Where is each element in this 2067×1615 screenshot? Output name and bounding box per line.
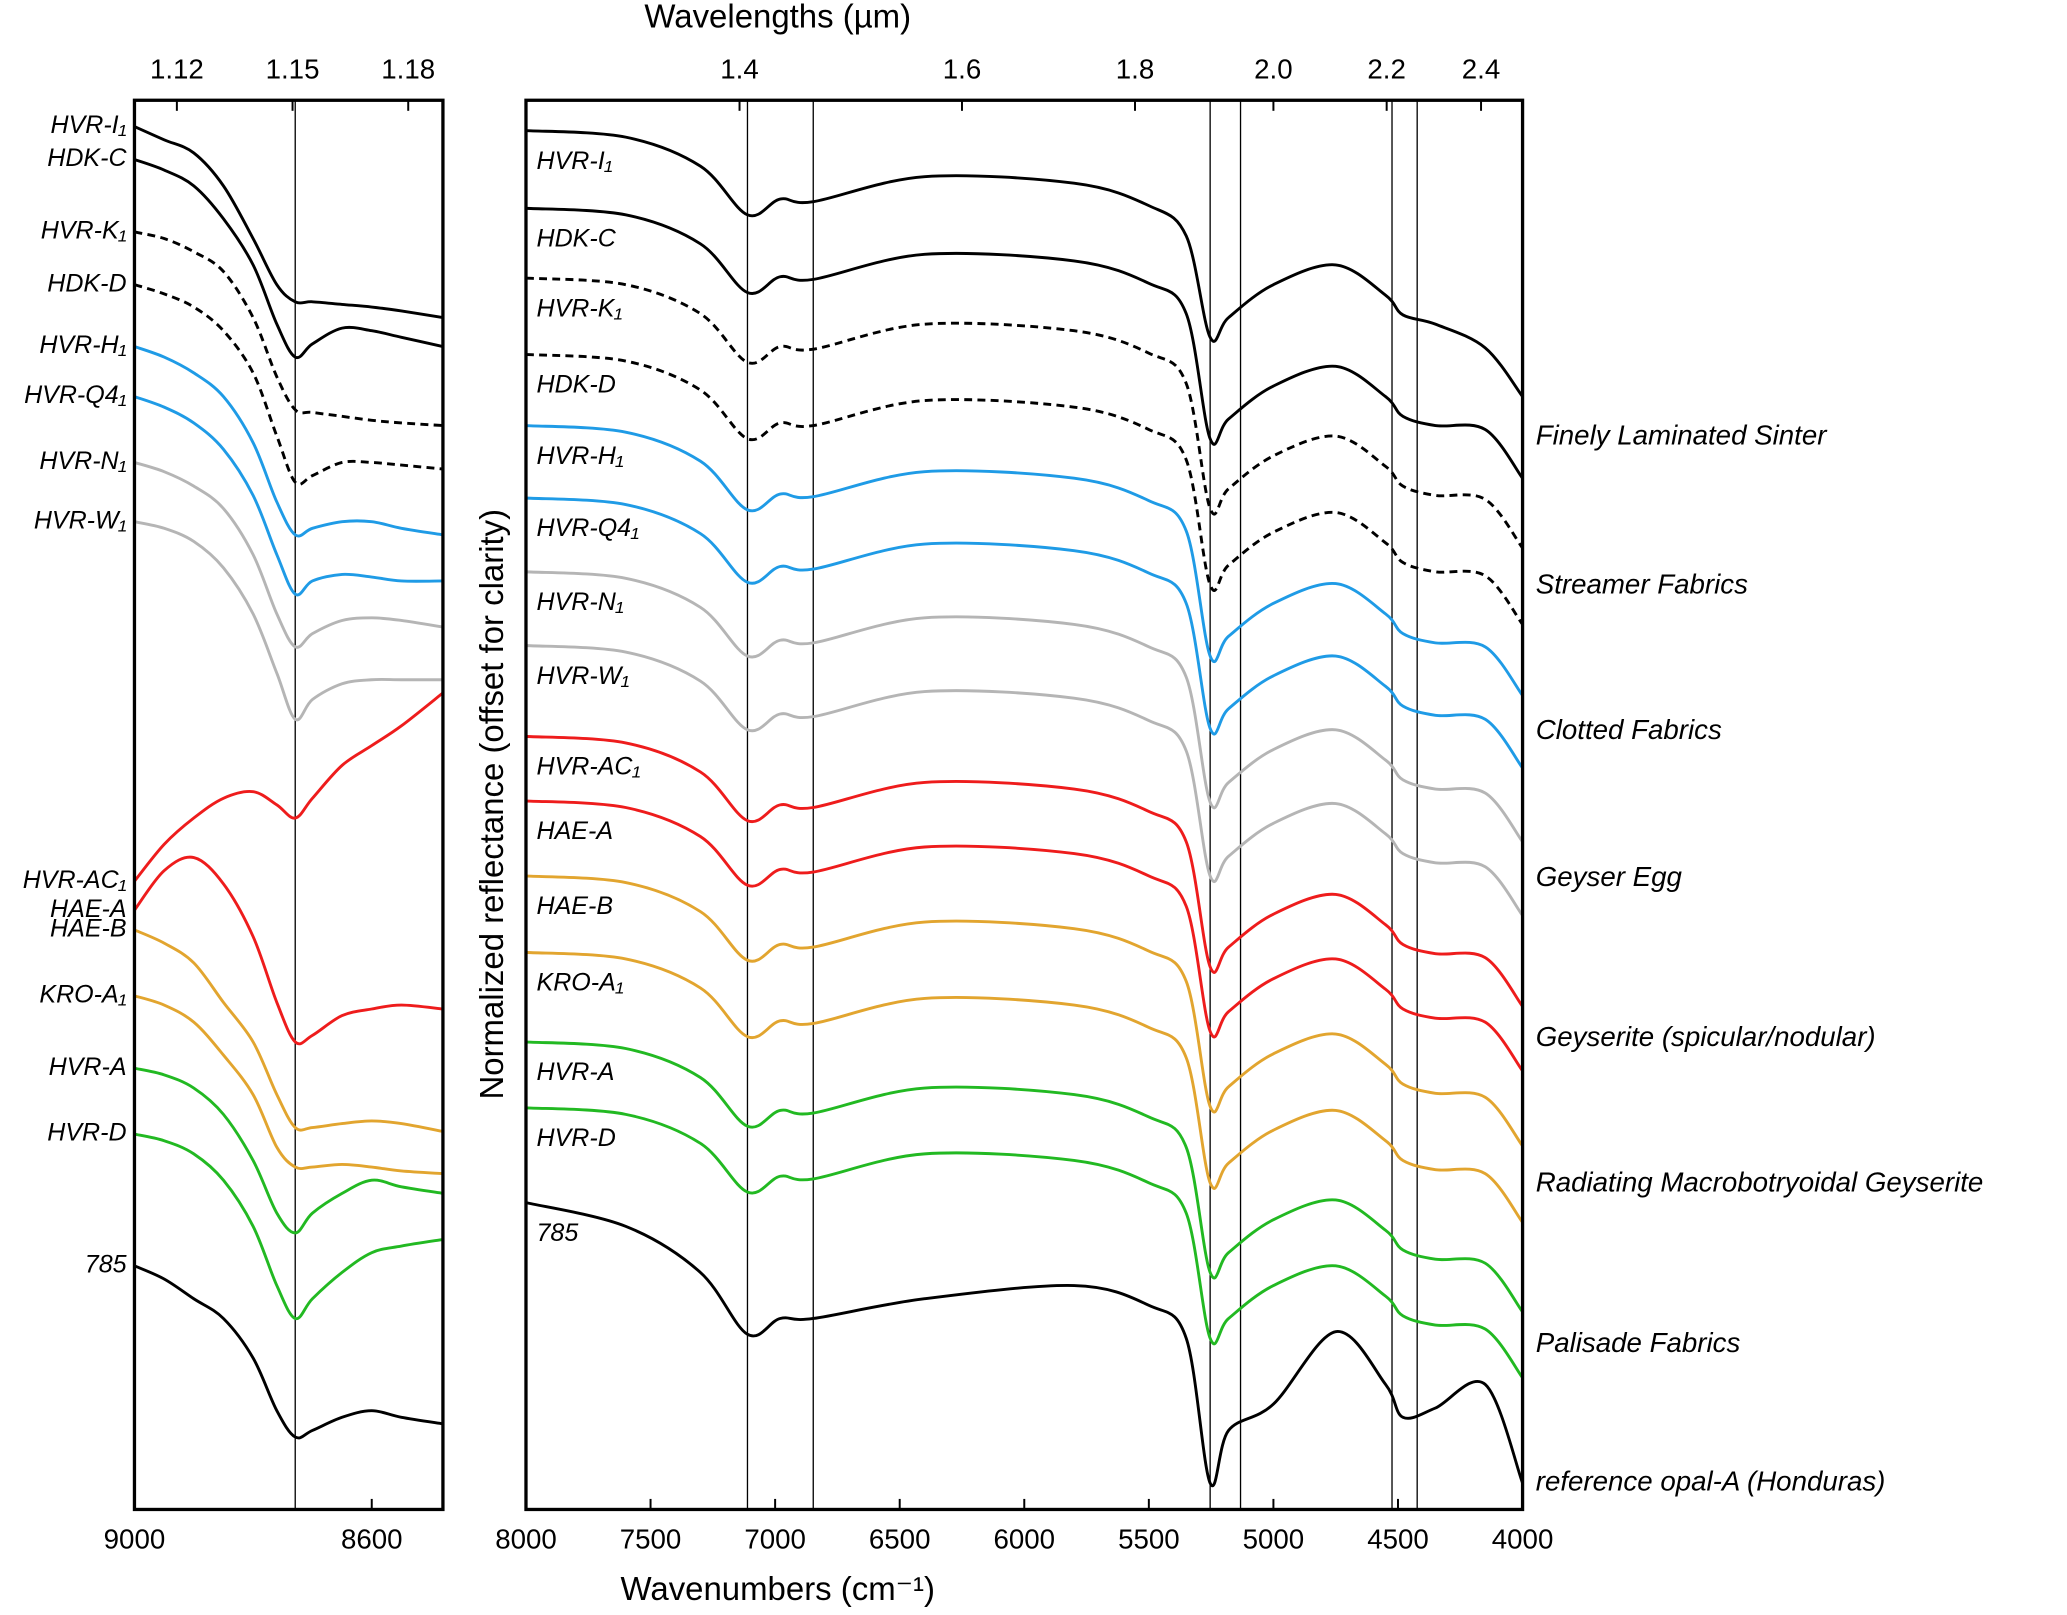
group-label: Geyserite (spicular/nodular) <box>1536 1021 1876 1052</box>
x2-tick-label: 1.4 <box>720 54 758 85</box>
spectrum-line <box>525 353 1524 626</box>
spectrum-line <box>525 734 1524 1008</box>
x2-tick-label: 1.15 <box>266 54 320 85</box>
spectrum-line <box>525 950 1524 1224</box>
spectrum-line <box>525 424 1524 697</box>
spectrum-line <box>134 283 444 486</box>
group-label: reference opal-A (Honduras) <box>1536 1465 1886 1496</box>
spectrum-line <box>133 395 443 597</box>
spectrum-line <box>134 994 444 1176</box>
series-label: KRO-A₁ <box>537 969 624 997</box>
group-label: Palisade Fabrics <box>1536 1327 1741 1358</box>
series-label: HVR-AC₁ <box>537 753 641 781</box>
x-tick-label: 5000 <box>1243 1523 1305 1554</box>
series-label: HVR-N₁ <box>39 447 126 475</box>
group-label: Streamer Fabrics <box>1536 569 1748 600</box>
x2-axis-label: Wavelengths (µm) <box>644 0 911 34</box>
x-tick-label: 8000 <box>495 1523 557 1554</box>
series-label: HVR-N₁ <box>537 588 624 616</box>
group-label: Clotted Fabrics <box>1536 714 1722 745</box>
x-tick-label: 8600 <box>341 1523 403 1554</box>
series-label: HVR-H₁ <box>39 331 126 359</box>
series-label: HAE-B <box>537 892 613 920</box>
plot-frame <box>132 98 445 1512</box>
series-label: HVR-I₁ <box>537 147 613 175</box>
series-label: KRO-A₁ <box>39 980 126 1008</box>
spectrum-line <box>133 855 444 1046</box>
series-label: HVR-D <box>47 1119 126 1147</box>
y-axis-label: Normalized reflectance (offset for clari… <box>473 509 510 1100</box>
group-label: Finely Laminated Sinter <box>1536 420 1828 451</box>
spectrum-line <box>134 1132 444 1321</box>
x-tick-label: 4500 <box>1367 1523 1429 1554</box>
series-label: HVR-W₁ <box>537 662 630 690</box>
series-label: HAE-A <box>50 895 127 923</box>
spectrum-line <box>133 1264 444 1440</box>
spectrum-line <box>134 230 444 428</box>
spectrum-line <box>133 345 444 538</box>
spectrum-line <box>134 1066 444 1235</box>
spectrum-line <box>525 1201 1524 1488</box>
series-label: HAE-A <box>537 817 613 845</box>
series-label: HVR-D <box>537 1124 616 1152</box>
spectrum-line <box>525 1106 1524 1379</box>
x2-tick-label: 1.12 <box>150 54 204 85</box>
spectrum-line <box>134 520 443 722</box>
spectrum-line <box>525 496 1524 769</box>
x2-tick-label: 1.18 <box>381 54 435 85</box>
series-label: HVR-I₁ <box>51 111 127 139</box>
series-label: HAE-B <box>50 915 127 943</box>
series-label: HVR-Q4₁ <box>537 514 640 542</box>
spectrum-line <box>525 206 1524 480</box>
x2-tick-label: 2.2 <box>1367 54 1405 85</box>
plot-frame <box>524 98 1525 1512</box>
x-tick-label: 6000 <box>993 1523 1055 1554</box>
series-label: HVR-K₁ <box>41 217 127 245</box>
x-tick-label: 6500 <box>869 1523 931 1554</box>
series-label: HVR-H₁ <box>537 442 624 470</box>
x-tick-label: 7000 <box>744 1523 806 1554</box>
group-label: Geyser Egg <box>1536 861 1683 892</box>
x2-tick-label: 1.8 <box>1116 54 1154 85</box>
spectrum-line <box>133 125 444 320</box>
series-label: HDK-C <box>537 225 617 253</box>
spectrum-line <box>525 276 1524 549</box>
spectrum-line <box>525 644 1524 917</box>
series-label: 785 <box>537 1219 579 1247</box>
x2-tick-label: 2.0 <box>1254 54 1292 85</box>
group-label: Radiating Macrobotryoidal Geyserite <box>1536 1166 1984 1197</box>
spectrum-line <box>133 691 444 883</box>
x-tick-label: 4000 <box>1492 1523 1554 1554</box>
series-label: HDK-D <box>537 371 616 399</box>
x-axis-label: Wavenumbers (cm⁻¹) <box>621 1570 935 1607</box>
series-label: HVR-K₁ <box>537 294 623 322</box>
spectrum-line <box>525 570 1524 843</box>
spectrum-line <box>133 928 444 1133</box>
x2-tick-label: 1.6 <box>943 54 981 85</box>
x-tick-label: 7500 <box>620 1523 682 1554</box>
spectrum-line <box>525 129 1524 398</box>
x-tick-label: 9000 <box>104 1523 166 1554</box>
x-tick-label: 5500 <box>1118 1523 1180 1554</box>
series-label: HVR-AC₁ <box>23 866 127 894</box>
spectrum-line <box>525 874 1524 1147</box>
series-label: HVR-Q4₁ <box>24 381 127 409</box>
x2-tick-label: 2.4 <box>1462 54 1500 85</box>
series-label: HVR-A <box>537 1058 615 1086</box>
spectrum-line <box>525 1040 1524 1313</box>
series-label: 785 <box>85 1250 127 1278</box>
spectrum-line <box>134 461 444 649</box>
series-label: HVR-W₁ <box>34 506 127 534</box>
series-label: HVR-A <box>49 1053 127 1081</box>
series-label: HDK-D <box>47 269 126 297</box>
series-label: HDK-C <box>47 144 127 172</box>
spectrum-line <box>133 158 444 360</box>
spectrum-line <box>525 799 1524 1072</box>
